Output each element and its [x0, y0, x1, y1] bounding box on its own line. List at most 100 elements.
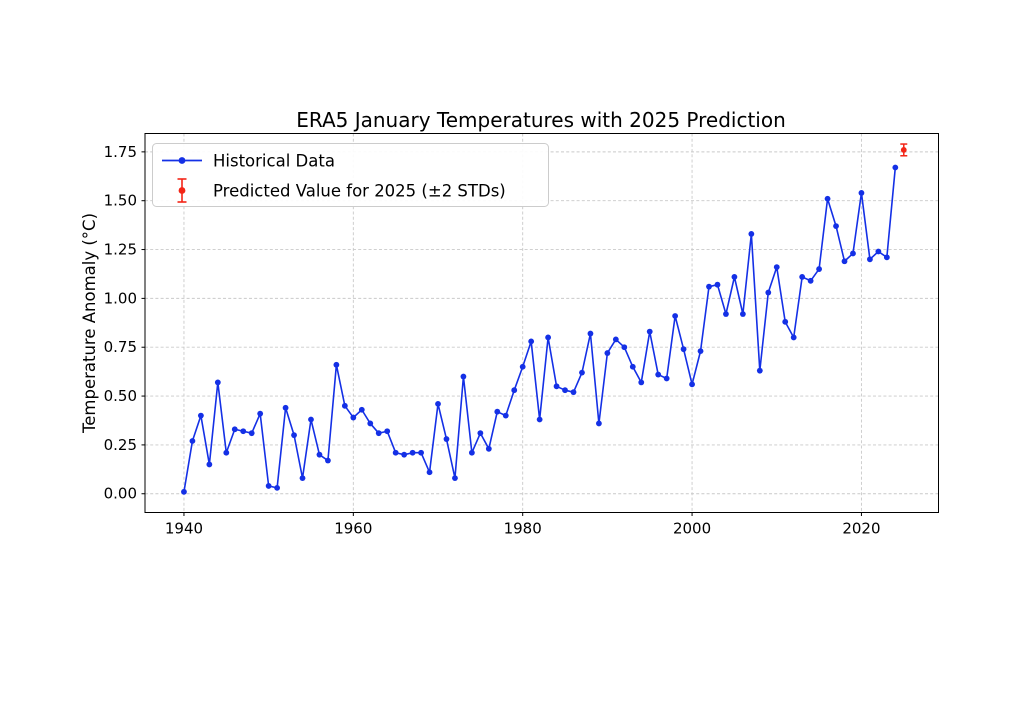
data-point-marker [502, 412, 509, 419]
data-point-marker [782, 318, 789, 325]
data-point-marker [604, 350, 611, 356]
data-point-marker [341, 402, 348, 409]
data-point-marker [790, 334, 797, 341]
legend-box [152, 143, 549, 207]
data-point-marker [485, 445, 492, 452]
x-tick-label: 1960 [334, 520, 372, 538]
data-point-marker [655, 371, 662, 378]
data-point-marker [892, 164, 899, 171]
data-point-marker [562, 387, 568, 394]
data-point-marker [697, 348, 704, 355]
data-point-marker [858, 189, 865, 196]
data-point-marker [299, 475, 306, 482]
data-point-marker [291, 432, 297, 439]
data-point-marker [401, 451, 408, 458]
data-point-marker [375, 430, 382, 437]
data-point-marker [528, 338, 535, 345]
data-point-marker [392, 449, 399, 456]
data-point-marker [663, 375, 670, 382]
data-point-marker [519, 363, 526, 370]
data-point-marker [468, 449, 475, 456]
data-point-marker [689, 381, 695, 388]
data-point-marker [883, 254, 890, 261]
data-point-marker [325, 457, 331, 464]
data-point-marker [206, 461, 213, 468]
data-point-marker [240, 428, 247, 435]
data-point-marker [850, 250, 856, 257]
data-point-marker [739, 311, 746, 317]
data-point-marker [807, 277, 814, 284]
data-point-marker [214, 379, 221, 386]
x-tick-label: 2020 [842, 520, 880, 538]
data-point-marker [841, 258, 848, 265]
data-point-marker [579, 369, 585, 376]
data-point-marker [672, 313, 679, 319]
data-point-marker [570, 389, 577, 396]
axes-spines [144, 133, 939, 513]
data-point-marker [477, 430, 484, 437]
legend: Historical Data Predicted Value for 2025… [152, 143, 549, 207]
y-tick-label: 0.50 [104, 387, 137, 405]
data-point-marker [714, 281, 721, 288]
y-tick-label: 0.00 [104, 485, 137, 503]
legend-historical-marker-icon [178, 157, 186, 164]
data-point-marker [333, 361, 340, 368]
data-point-marker [409, 449, 416, 456]
legend-errorbar-icon [177, 178, 187, 203]
data-point-marker [435, 400, 441, 407]
data-point-marker [282, 404, 289, 411]
data-point-marker [816, 266, 822, 272]
data-point-marker [265, 483, 272, 489]
chart-title: ERA5 January Temperatures with 2025 Pred… [296, 108, 786, 132]
data-point-marker [706, 283, 712, 290]
data-point-marker [248, 430, 255, 437]
x-tick-label: 1980 [504, 520, 542, 538]
y-tick-label: 0.75 [104, 338, 137, 356]
data-point-marker [553, 383, 560, 390]
y-tick-label: 1.50 [104, 192, 137, 210]
data-point-marker [765, 289, 772, 296]
data-point-marker [231, 426, 238, 433]
data-point-marker [460, 373, 467, 380]
data-point-marker [358, 406, 365, 413]
data-point-marker [426, 469, 433, 476]
data-point-marker [723, 311, 729, 317]
y-axis-label: Temperature Anomaly (°C) [80, 213, 99, 434]
data-point-marker [680, 346, 687, 353]
legend-historical-label: Historical Data [213, 152, 335, 171]
data-point-marker [443, 436, 450, 442]
predicted-point-marker [900, 147, 907, 153]
data-point-marker [274, 484, 281, 491]
data-point-marker [629, 363, 636, 370]
data-point-marker [875, 248, 882, 255]
data-point-marker [511, 387, 518, 394]
data-point-marker [773, 264, 780, 271]
historical-markers [181, 164, 899, 495]
data-point-marker [833, 223, 839, 230]
data-point-marker [824, 195, 831, 202]
data-point-marker [308, 416, 314, 423]
x-tick-label: 1940 [165, 520, 203, 538]
data-point-marker [646, 328, 653, 335]
data-point-marker [189, 438, 196, 444]
data-point-marker [621, 344, 628, 351]
data-point-marker [612, 336, 619, 343]
data-point-marker [367, 420, 374, 427]
data-point-marker [223, 449, 230, 456]
data-point-marker [867, 256, 873, 263]
data-point-marker [197, 412, 204, 419]
legend-predicted-label: Predicted Value for 2025 (±2 STDs) [213, 182, 506, 201]
data-point-marker [181, 488, 187, 495]
data-point-marker [452, 475, 458, 482]
y-tick-label: 1.25 [104, 241, 137, 259]
data-point-marker [756, 367, 763, 374]
y-tick-label: 1.75 [104, 143, 137, 161]
x-tick-label: 2000 [673, 520, 711, 538]
data-point-marker [257, 410, 264, 417]
data-point-marker [384, 428, 391, 435]
data-point-marker [638, 379, 645, 386]
y-tick-label: 1.00 [104, 289, 137, 307]
